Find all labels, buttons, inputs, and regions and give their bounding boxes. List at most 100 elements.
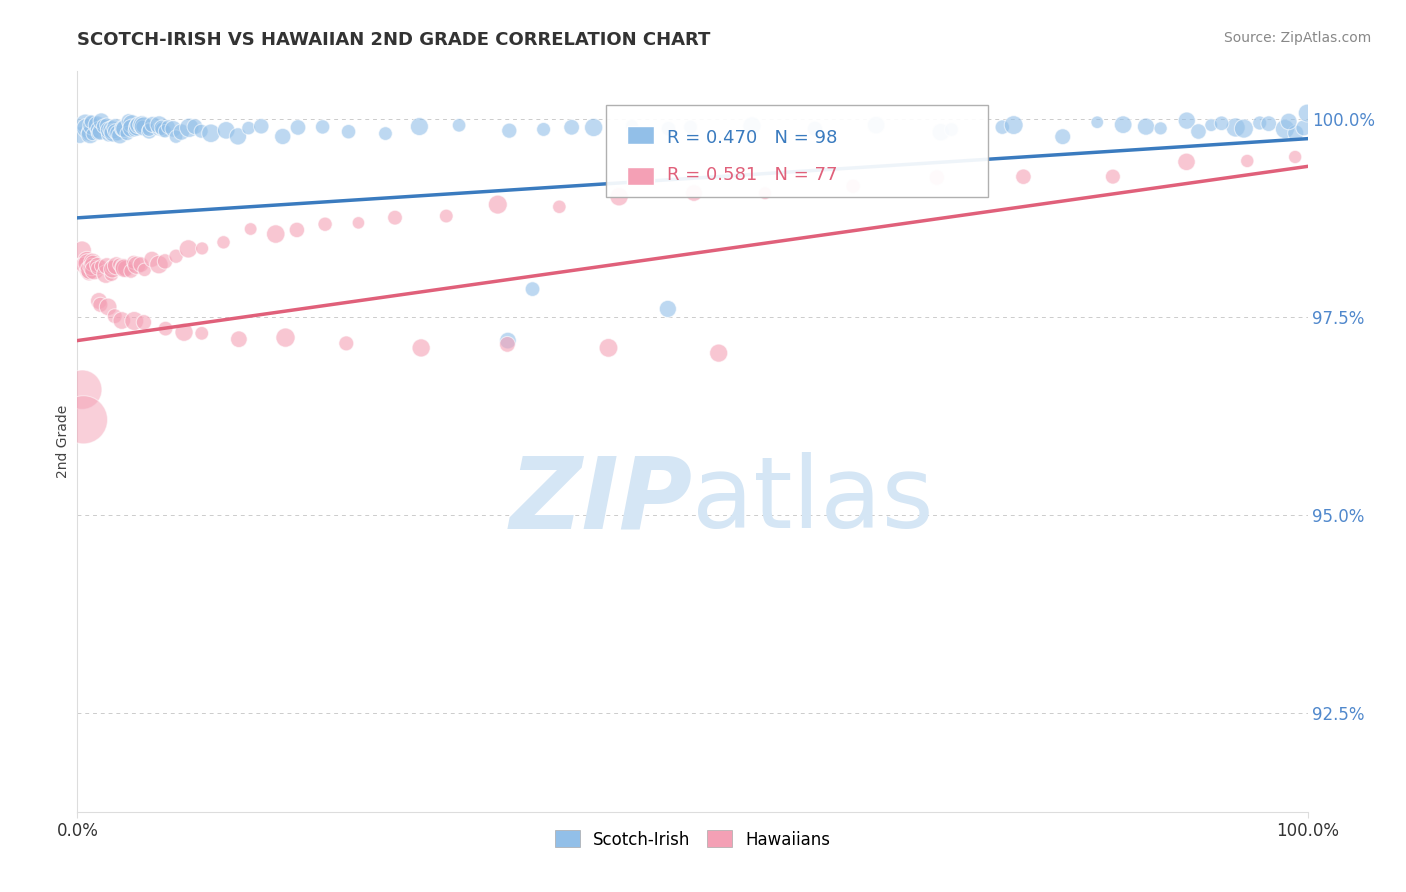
Point bbox=[79, 126, 101, 140]
Point bbox=[108, 258, 131, 272]
Point bbox=[101, 122, 124, 136]
Point bbox=[105, 259, 128, 273]
Point bbox=[148, 122, 170, 136]
Point bbox=[582, 120, 605, 135]
Point bbox=[118, 114, 141, 128]
Point bbox=[122, 255, 145, 269]
Point bbox=[86, 261, 108, 276]
Point bbox=[142, 118, 165, 132]
Point bbox=[1199, 118, 1222, 132]
Point bbox=[1233, 121, 1256, 136]
Point bbox=[271, 129, 294, 144]
Point bbox=[121, 121, 143, 136]
Point bbox=[121, 117, 143, 131]
Point bbox=[239, 222, 262, 236]
Point bbox=[1175, 154, 1198, 169]
Point bbox=[124, 123, 146, 137]
Point bbox=[657, 121, 679, 136]
Point bbox=[548, 200, 571, 214]
Point bbox=[89, 298, 111, 312]
Y-axis label: 2nd Grade: 2nd Grade bbox=[56, 405, 70, 478]
Point bbox=[141, 252, 163, 267]
Point bbox=[337, 125, 360, 139]
Point bbox=[157, 120, 180, 134]
Point bbox=[101, 262, 124, 277]
Point bbox=[1292, 120, 1315, 135]
Point bbox=[75, 257, 97, 271]
Point bbox=[173, 325, 195, 339]
Point bbox=[1211, 116, 1233, 130]
Text: atlas: atlas bbox=[693, 452, 934, 549]
Point bbox=[97, 123, 120, 137]
FancyBboxPatch shape bbox=[627, 167, 654, 185]
Text: R = 0.470   N = 98: R = 0.470 N = 98 bbox=[666, 129, 837, 147]
Point bbox=[287, 120, 309, 135]
Point bbox=[865, 118, 887, 132]
Point bbox=[153, 254, 176, 268]
Point bbox=[120, 264, 142, 278]
Point bbox=[104, 124, 127, 138]
Point bbox=[86, 118, 108, 132]
Point bbox=[72, 258, 94, 272]
Point bbox=[104, 120, 127, 135]
Point bbox=[87, 123, 110, 137]
Point bbox=[97, 128, 120, 142]
Point bbox=[100, 267, 122, 281]
Point bbox=[112, 260, 135, 274]
Point bbox=[496, 337, 519, 351]
Point bbox=[132, 120, 155, 134]
Point bbox=[1257, 117, 1279, 131]
Point bbox=[101, 120, 124, 134]
Point bbox=[804, 122, 827, 136]
Point bbox=[101, 260, 124, 274]
Point bbox=[374, 127, 396, 141]
Point bbox=[153, 124, 176, 138]
Point bbox=[77, 266, 100, 280]
Point bbox=[87, 127, 110, 141]
Point bbox=[96, 259, 118, 273]
Point bbox=[200, 126, 222, 140]
Point bbox=[274, 330, 297, 344]
Point bbox=[70, 244, 93, 258]
Point bbox=[69, 128, 91, 142]
Point bbox=[1274, 122, 1296, 136]
Point bbox=[89, 125, 111, 139]
Point bbox=[1135, 120, 1157, 134]
Point bbox=[76, 253, 98, 268]
Point bbox=[190, 124, 212, 138]
Text: Source: ZipAtlas.com: Source: ZipAtlas.com bbox=[1223, 31, 1371, 45]
Point bbox=[97, 300, 120, 314]
Point bbox=[1112, 118, 1135, 132]
Point bbox=[72, 413, 94, 427]
Point bbox=[104, 309, 127, 323]
Point bbox=[125, 118, 148, 132]
Point bbox=[150, 120, 173, 135]
Point bbox=[87, 293, 110, 308]
Point bbox=[82, 128, 104, 142]
Point bbox=[228, 332, 250, 346]
Point bbox=[112, 261, 135, 276]
Point bbox=[90, 114, 112, 128]
Point bbox=[70, 383, 93, 397]
Point bbox=[408, 120, 430, 134]
Point bbox=[82, 255, 104, 269]
Point bbox=[598, 341, 620, 355]
Point bbox=[533, 122, 555, 136]
Point bbox=[152, 122, 174, 136]
Point bbox=[179, 120, 201, 135]
Point bbox=[754, 186, 776, 201]
Point bbox=[127, 120, 149, 135]
Point bbox=[1278, 114, 1301, 128]
Point bbox=[138, 124, 160, 138]
FancyBboxPatch shape bbox=[606, 104, 988, 197]
Point bbox=[683, 186, 706, 200]
Point bbox=[411, 341, 433, 355]
Text: SCOTCH-IRISH VS HAWAIIAN 2ND GRADE CORRELATION CHART: SCOTCH-IRISH VS HAWAIIAN 2ND GRADE CORRE… bbox=[77, 31, 710, 49]
Point bbox=[607, 190, 630, 204]
Point bbox=[131, 120, 153, 134]
Point bbox=[238, 121, 260, 136]
Point bbox=[80, 114, 103, 128]
Point bbox=[96, 118, 118, 132]
Point bbox=[76, 121, 98, 136]
Point bbox=[842, 179, 865, 194]
